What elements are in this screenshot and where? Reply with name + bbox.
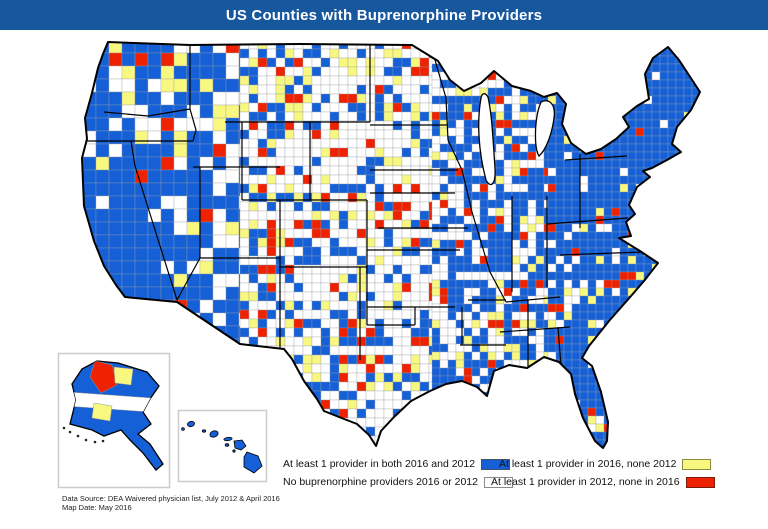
map-footnote: Data Source: DEA Waivered physician list… — [62, 494, 280, 512]
legend-label-provider-2016-only: At least 1 provider in 2016, none 2012 — [499, 458, 677, 470]
figure-title: US Counties with Buprenorphine Providers — [225, 6, 543, 24]
map-date-note: Map Date: May 2016 — [62, 503, 132, 512]
legend-label-provider-2012-only: At least 1 provider in 2012, none in 201… — [491, 476, 680, 488]
legend-label-provider-both: At least 1 provider in both 2016 and 201… — [283, 458, 476, 470]
legend-label-no-providers: No buprenorphine providers 2016 or 2012 — [283, 476, 478, 488]
legend-item-provider-2012-only: At least 1 provider in 2012, none in 201… — [491, 476, 715, 488]
hawaii-inset — [177, 409, 268, 483]
alaska-inset — [57, 352, 171, 489]
title-bar: US Counties with Buprenorphine Providers — [0, 0, 768, 30]
legend-swatch-no-providers — [483, 476, 513, 488]
data-source-note: Data Source: DEA Waivered physician list… — [62, 494, 280, 503]
legend-item-no-providers: No buprenorphine providers 2016 or 2012 — [283, 476, 513, 488]
legend-item-provider-2016-only: At least 1 provider in 2016, none 2012 — [499, 458, 712, 470]
legend-swatch-provider-2012-only — [685, 476, 715, 488]
legend-swatch-provider-both — [481, 458, 511, 470]
legend-swatch-provider-2016-only — [682, 458, 712, 470]
legend-item-provider-both: At least 1 provider in both 2016 and 201… — [283, 458, 511, 470]
